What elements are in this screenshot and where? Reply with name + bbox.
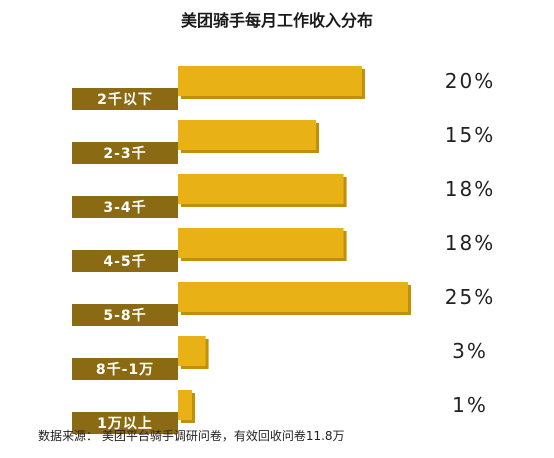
value-label: 18% (445, 177, 495, 201)
value-label: 18% (445, 231, 495, 255)
category-label: 3-4千 (103, 199, 146, 216)
category-label: 2-3千 (103, 145, 146, 162)
category-label: 1万以上 (97, 416, 153, 432)
bar (178, 390, 192, 420)
bar (178, 336, 206, 366)
value-label: 3% (452, 339, 488, 363)
chart-title: 美团骑手每月工作收入分布 (181, 11, 373, 30)
category-label-bg (72, 250, 178, 272)
bar (178, 174, 344, 204)
category-label-bg (72, 304, 178, 326)
value-label: 15% (445, 123, 495, 147)
category-label: 8千-1万 (96, 361, 154, 378)
category-label-bg (72, 142, 178, 164)
bar (178, 282, 408, 312)
category-label-bg (72, 412, 178, 434)
value-label: 25% (445, 285, 495, 309)
bar (178, 120, 316, 150)
category-label-bg (72, 88, 178, 110)
category-label: 5-8千 (103, 307, 146, 324)
value-label: 1% (452, 393, 488, 417)
bar (178, 66, 362, 96)
value-label: 20% (445, 69, 495, 93)
category-label-bg (72, 196, 178, 218)
bar (178, 228, 344, 258)
bar-group: 2千以下 20% 2-3千 15% 3-4千 18% 4-5千 18% 5-8千 25% 8千-1万… (72, 66, 495, 434)
category-label: 2千以下 (97, 91, 153, 108)
category-label: 4-5千 (103, 253, 146, 270)
source-note: 数据来源： 美团平台骑手调研问卷，有效回收问卷11.8万 (38, 428, 345, 443)
category-label-bg (72, 358, 178, 380)
